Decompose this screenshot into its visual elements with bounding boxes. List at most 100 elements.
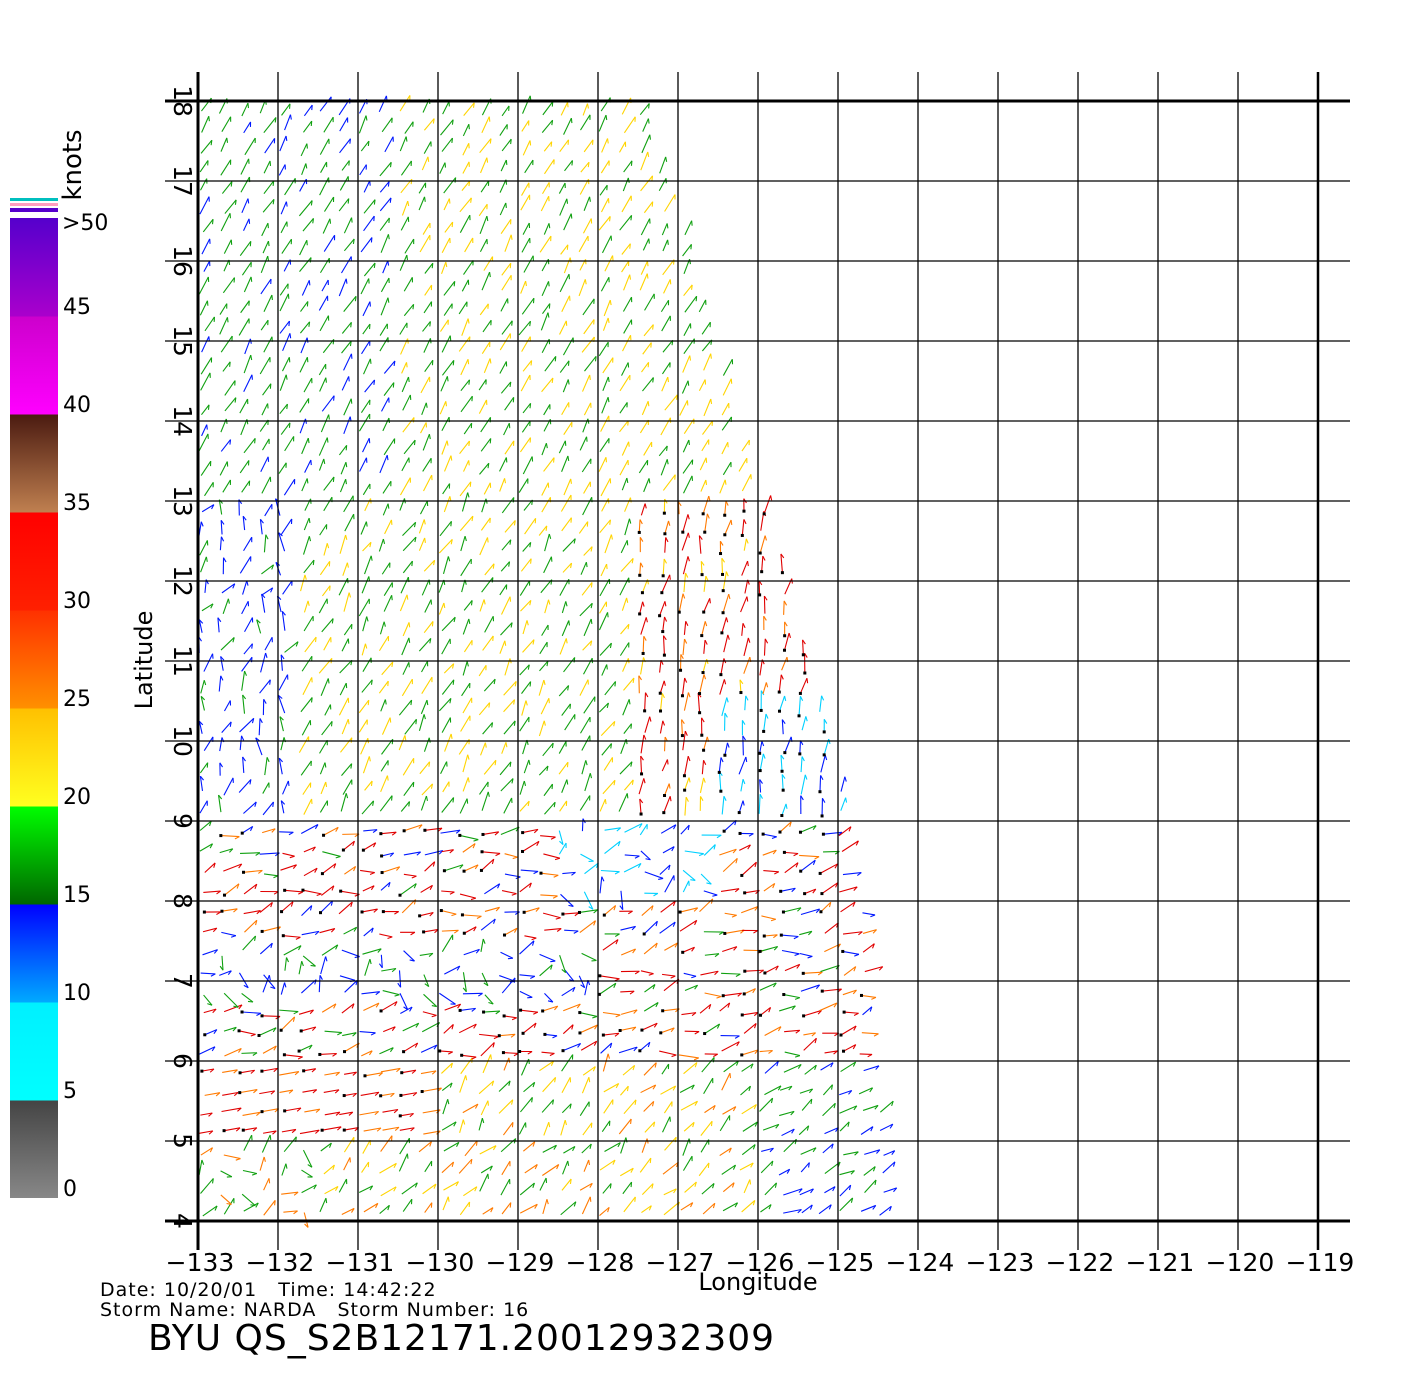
wind-vector-barb xyxy=(495,906,500,912)
wind-vector xyxy=(521,420,531,433)
wind-vector xyxy=(401,457,410,472)
lat-tick-label: 4 xyxy=(168,1213,197,1229)
wind-vector-barb xyxy=(645,858,651,861)
rain-flag xyxy=(677,610,681,614)
wind-vector xyxy=(400,1112,414,1117)
wind-vector-barb xyxy=(669,574,671,580)
wind-vector-barb xyxy=(609,216,611,222)
wind-vector-barb xyxy=(305,163,308,169)
wind-vector-barb xyxy=(350,398,353,404)
wind-vector-barb xyxy=(352,840,355,847)
wind-vector xyxy=(658,445,668,457)
wind-vector-barb xyxy=(451,1024,454,1030)
wind-vector-barb xyxy=(453,617,456,623)
wind-vector xyxy=(217,617,220,633)
wind-vector-barb xyxy=(815,984,820,990)
wind-vector xyxy=(599,982,617,995)
wind-vector-barb xyxy=(482,938,486,944)
wind-vector xyxy=(559,638,567,655)
wind-vector xyxy=(504,440,515,455)
wind-vector-barb xyxy=(412,417,415,423)
wind-vector xyxy=(219,848,233,854)
rain-flag xyxy=(283,1109,287,1113)
wind-vector-barb xyxy=(691,1084,695,1090)
wind-vector-barb xyxy=(527,800,530,807)
lat-tick-label: 8 xyxy=(168,893,197,909)
wind-vector xyxy=(682,514,689,533)
wind-vector xyxy=(381,661,394,676)
wind-vector-barb xyxy=(408,622,411,628)
wind-vector xyxy=(278,462,287,474)
wind-vector xyxy=(384,136,394,153)
rain-flag xyxy=(820,892,824,896)
colorbar-band xyxy=(10,1100,58,1198)
wind-vector-barb xyxy=(613,721,616,727)
wind-vector-barb xyxy=(550,960,556,963)
wind-vector xyxy=(461,579,466,593)
wind-vector xyxy=(603,905,616,916)
wind-vector-barb xyxy=(497,883,501,889)
rain-flag xyxy=(779,889,783,893)
rain-flag xyxy=(481,832,485,836)
rain-flag xyxy=(820,989,824,993)
wind-vector xyxy=(562,337,574,356)
wind-vector xyxy=(721,1041,740,1052)
wind-vector xyxy=(403,303,415,317)
colorbar-top-accent xyxy=(10,198,58,201)
wind-vector-barb xyxy=(761,741,765,747)
wind-vector xyxy=(299,257,312,272)
wind-vector xyxy=(664,783,670,796)
wind-vector xyxy=(439,1050,453,1053)
wind-vector-barb xyxy=(847,1121,850,1127)
wind-vector-barb xyxy=(610,743,613,749)
wind-vector-barb xyxy=(674,474,676,480)
wind-vector xyxy=(599,601,607,614)
wind-vector xyxy=(563,117,572,135)
wind-vector-barb xyxy=(354,893,360,897)
wind-vector xyxy=(879,1205,892,1216)
rain-flag xyxy=(759,1013,763,1017)
wind-vector xyxy=(243,643,253,655)
wind-vector-barb xyxy=(254,438,256,444)
wind-vector xyxy=(640,151,649,171)
wind-vector-barb xyxy=(630,1182,633,1188)
wind-vector xyxy=(398,699,413,716)
wind-vector xyxy=(639,103,650,116)
wind-vector xyxy=(263,160,271,174)
wind-vector xyxy=(743,538,747,551)
wind-vector-barb xyxy=(550,836,556,840)
wind-vector-barb xyxy=(762,753,766,759)
wind-vector xyxy=(361,643,366,656)
wind-vector xyxy=(324,1030,342,1034)
colorbar-band xyxy=(10,512,58,611)
wind-vector xyxy=(220,335,233,353)
wind-vector xyxy=(764,1182,777,1196)
wind-vector-barb xyxy=(426,700,429,706)
wind-vector xyxy=(343,623,353,636)
wind-vector-barb xyxy=(589,1196,592,1202)
wind-vector xyxy=(622,699,630,716)
wind-vector xyxy=(522,840,540,852)
wind-vector xyxy=(798,1125,810,1136)
wind-vector-barb xyxy=(447,1099,450,1105)
wind-vector xyxy=(840,797,847,811)
wind-vector-barb xyxy=(238,863,243,869)
wind-vector-barb xyxy=(650,905,654,911)
wind-vector-barb xyxy=(509,381,512,387)
wind-vector-barb xyxy=(404,735,407,741)
wind-vector xyxy=(544,356,557,372)
wind-vector xyxy=(462,914,482,917)
wind-vector xyxy=(583,196,591,211)
wind-vector-barb xyxy=(566,244,569,250)
wind-vector-barb xyxy=(199,775,204,781)
wind-vector xyxy=(684,1181,697,1193)
wind-vector-barb xyxy=(249,826,254,832)
wind-vector xyxy=(403,1042,418,1053)
wind-vector xyxy=(640,657,645,675)
rain-flag xyxy=(703,530,707,534)
wind-vector xyxy=(543,1122,550,1136)
wind-vector xyxy=(421,402,427,415)
wind-vector-barb xyxy=(254,801,257,807)
wind-vector xyxy=(284,436,295,452)
rain-flag xyxy=(737,811,741,815)
